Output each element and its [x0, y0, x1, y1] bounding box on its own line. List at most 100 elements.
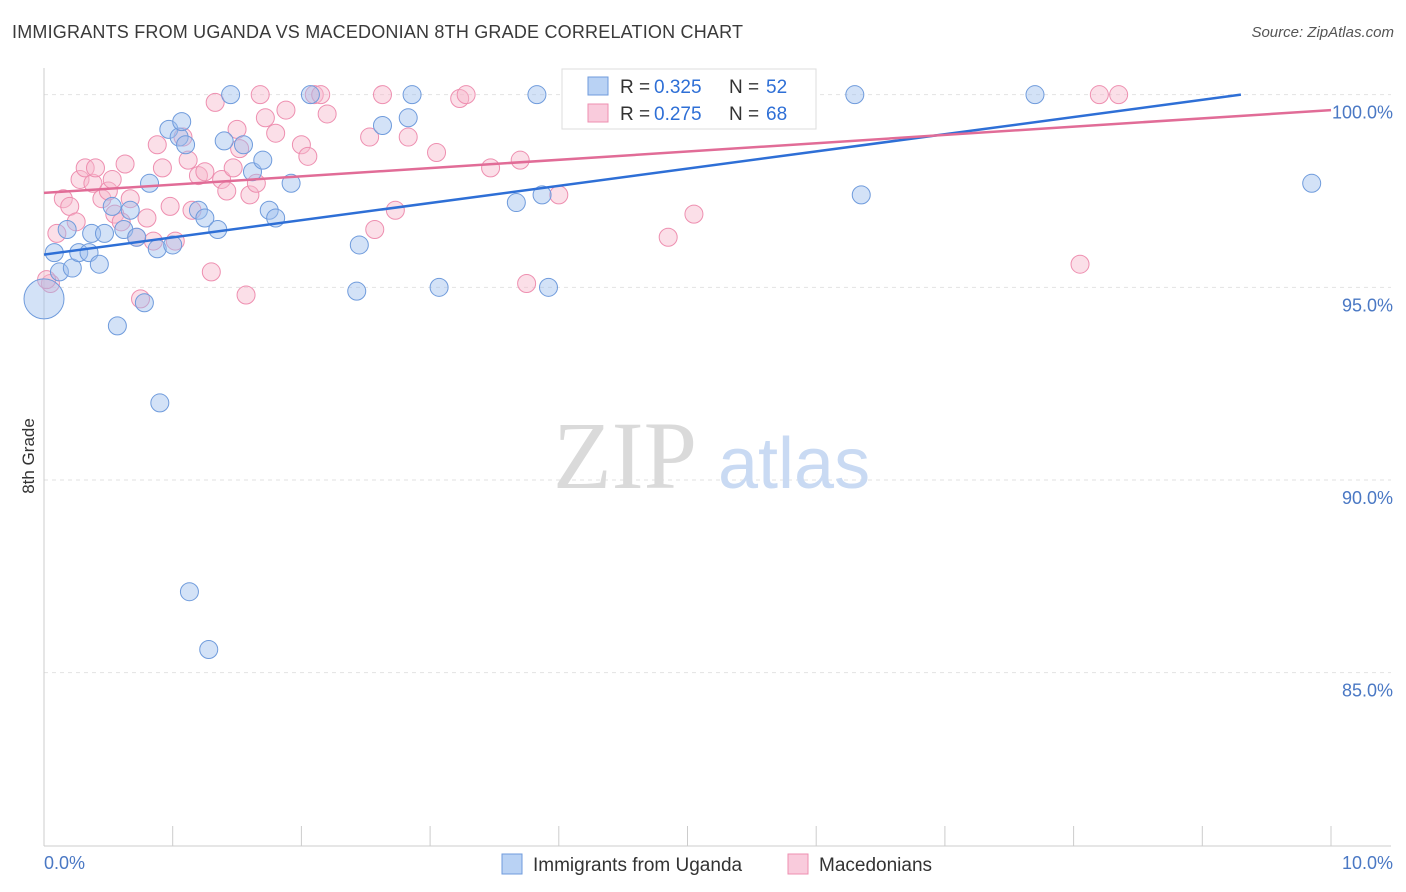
- uganda-point-25: [195, 208, 215, 228]
- uganda-point-43: [506, 193, 526, 213]
- y-axis-label: 8th Grade: [19, 418, 38, 494]
- macedonians-point-36: [236, 285, 256, 305]
- legend-r-value-uganda: 0.325: [654, 77, 702, 98]
- uganda-point-45: [532, 185, 552, 205]
- macedonians-point-33: [223, 158, 243, 178]
- macedonians-point-28: [195, 162, 215, 182]
- legend-swatch-uganda: [587, 76, 609, 96]
- macedonians-point-31: [212, 169, 232, 189]
- uganda-point-28: [214, 131, 234, 151]
- uganda-point-2: [57, 220, 77, 240]
- uganda-point-7: [89, 254, 109, 274]
- y-tick-label-3: 85.0%: [1342, 681, 1393, 701]
- uganda-point-40: [398, 108, 418, 128]
- uganda-point-50: [1302, 173, 1322, 193]
- watermark-zip: ZIP: [553, 402, 697, 509]
- legend-swatch-macedonians: [587, 103, 609, 123]
- macedonians-point-15: [120, 189, 140, 209]
- macedonians-point-39: [250, 85, 270, 105]
- legend-r-label-macedonians: R =: [620, 104, 650, 125]
- bottom-legend-swatch-uganda: [501, 853, 523, 875]
- uganda-point-44: [527, 85, 547, 105]
- trend-lines: [43, 93, 1332, 256]
- uganda-point-22: [176, 135, 196, 155]
- uganda-point-9: [102, 196, 122, 216]
- uganda-point-17: [150, 393, 170, 413]
- macedonians-point-46: [311, 85, 331, 105]
- legend-n-label-uganda: N =: [729, 77, 759, 98]
- legend-r-label-uganda: R =: [620, 77, 650, 98]
- source-label: Source: ZipAtlas.com: [1251, 24, 1394, 41]
- bottom-legend-swatch-macedonians: [787, 853, 809, 875]
- macedonians-point-37: [240, 185, 260, 205]
- uganda-point-20: [169, 127, 189, 147]
- macedonians-point-51: [385, 200, 405, 220]
- macedonians-point-2: [53, 189, 73, 209]
- uganda-point-6: [82, 223, 102, 243]
- macedonians-point-64: [1070, 254, 1090, 274]
- uganda-point-49: [1025, 85, 1045, 105]
- uganda-point-29: [221, 85, 241, 105]
- bottom-legend: Immigrants from Uganda Macedonians: [501, 853, 932, 876]
- trend-line-uganda: [43, 93, 1242, 256]
- uganda-point-47: [845, 85, 865, 105]
- macedonians-point-52: [398, 127, 418, 147]
- legend-n-value-uganda: 52: [766, 77, 787, 98]
- uganda-point-12: [120, 200, 140, 220]
- macedonians-point-56: [481, 158, 501, 178]
- stats-legend: R = 0.325 N = 52 R = 0.275 N = 68: [561, 68, 817, 130]
- macedonians-point-66: [1109, 85, 1129, 105]
- uganda-point-21: [172, 112, 192, 132]
- macedonians-point-30: [205, 92, 225, 112]
- macedonians-point-43: [291, 135, 311, 155]
- macedonians-point-17: [131, 289, 151, 309]
- macedonians-point-11: [102, 169, 122, 189]
- uganda-point-39: [372, 116, 392, 135]
- macedonians-point-14: [115, 154, 135, 174]
- uganda-point-41: [402, 85, 422, 105]
- uganda-point-23: [179, 582, 199, 602]
- uganda-point-35: [281, 173, 301, 193]
- macedonians-point-49: [365, 220, 385, 240]
- macedonians-point-18: [137, 208, 157, 228]
- uganda-point-30: [233, 135, 253, 155]
- uganda-point-26: [199, 640, 219, 659]
- macedonians-point-48: [360, 127, 380, 147]
- macedonians-point-58: [517, 273, 537, 293]
- macedonians-point-25: [178, 150, 198, 170]
- macedonians-point-1: [47, 223, 67, 243]
- uganda-point-48: [851, 185, 871, 205]
- y-tick-label-1: 95.0%: [1342, 295, 1393, 315]
- macedonians-point-53: [427, 142, 447, 162]
- uganda-point-38: [349, 235, 369, 255]
- series-macedonians-points: [37, 85, 1129, 309]
- y-tick-label-0: 100.0%: [1332, 103, 1393, 123]
- macedonians-point-8: [85, 158, 105, 178]
- macedonians-point-65: [1089, 85, 1109, 105]
- macedonians-point-59: [549, 185, 569, 205]
- macedonians-point-22: [160, 196, 180, 216]
- macedonians-point-12: [105, 204, 125, 224]
- chart-title: IMMIGRANTS FROM UGANDA VS MACEDONIAN 8TH…: [12, 22, 744, 42]
- legend-n-label-macedonians: N =: [729, 104, 759, 125]
- uganda-point-15: [140, 173, 160, 193]
- x-tick-label-min: 0.0%: [44, 853, 85, 873]
- axes: [43, 68, 1391, 847]
- uganda-point-42: [429, 277, 449, 297]
- macedonians-point-47: [317, 104, 337, 124]
- y-tick-labels: 100.0% 95.0% 90.0% 85.0%: [1332, 103, 1393, 701]
- macedonians-point-29: [201, 262, 221, 282]
- legend-n-value-macedonians: 68: [766, 104, 787, 125]
- y-tick-label-2: 90.0%: [1342, 488, 1393, 508]
- macedonians-point-41: [266, 123, 286, 143]
- macedonians-point-10: [98, 181, 118, 201]
- uganda-point-33: [259, 200, 279, 220]
- legend-r-value-macedonians: 0.275: [654, 104, 702, 125]
- macedonians-point-5: [70, 169, 90, 189]
- trend-line-macedonians: [43, 108, 1332, 195]
- macedonians-point-50: [372, 85, 392, 105]
- uganda-point-36: [300, 85, 320, 105]
- watermark-atlas: atlas: [718, 424, 870, 504]
- uganda-point-large: [23, 278, 65, 320]
